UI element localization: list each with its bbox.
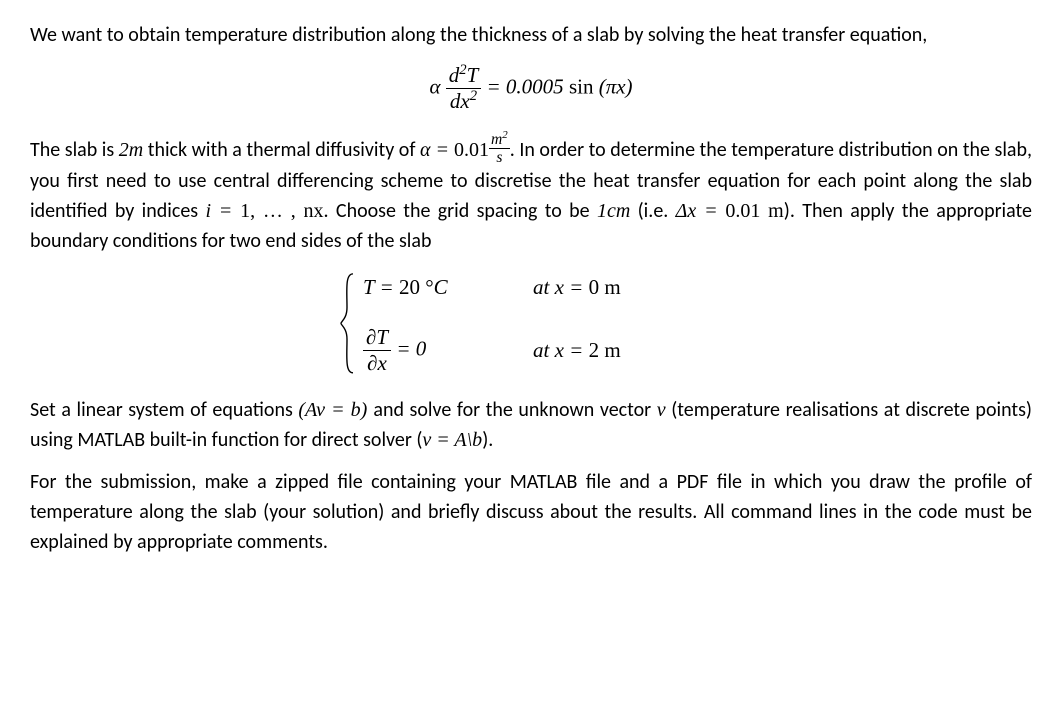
- 1cm: 1cm: [597, 200, 630, 222]
- s: s: [489, 149, 510, 166]
- equals-rhs: = 0.0005: [487, 74, 569, 98]
- alpha-val: 0.01: [454, 139, 489, 161]
- bc1-left: T = 20 °C: [363, 272, 533, 304]
- bc2-right: at x = 2 m: [533, 335, 723, 367]
- eq-zero: = 0: [391, 336, 426, 360]
- Av-b: (Av = b): [298, 399, 373, 421]
- paragraph-submission: For the submission, make a zipped file c…: [30, 467, 1032, 557]
- 2m: 2m: [119, 139, 143, 161]
- bc-row-1: T = 20 °C at x = 0 m: [363, 272, 723, 304]
- bc1-xval: 0 m: [589, 275, 621, 299]
- i-range: 1, … , nx: [240, 200, 323, 222]
- bc-rows: T = 20 °C at x = 0 m ∂T ∂x = 0 at x = 2 …: [363, 272, 723, 375]
- at-x: at x =: [533, 338, 589, 362]
- fraction-dT-dx: ∂T ∂x: [363, 326, 391, 375]
- dT: ∂T: [363, 326, 391, 351]
- i-eq: i =: [205, 200, 240, 222]
- fraction-d2t-dx2: d2T dx2: [446, 64, 482, 113]
- text: For the submission, make a zipped file c…: [30, 470, 1032, 554]
- bc2-xval: 2 m: [589, 338, 621, 362]
- text: thick with a thermal diffusivity of: [143, 138, 420, 162]
- text: The slab is: [30, 138, 119, 162]
- x: x: [460, 89, 469, 113]
- paragraph-setup: The slab is 2m thick with a thermal diff…: [30, 131, 1032, 256]
- T-eq: T =: [363, 275, 399, 299]
- bc2-left: ∂T ∂x = 0: [363, 326, 533, 375]
- text: (i.e.: [630, 199, 675, 223]
- alpha: α: [429, 74, 440, 98]
- v: v: [657, 399, 666, 421]
- bc-row-2: ∂T ∂x = 0 at x = 2 m: [363, 326, 723, 375]
- text: ).: [482, 428, 493, 452]
- text: We want to obtain temperature distributi…: [30, 23, 927, 47]
- text: and solve for the unknown vector: [373, 398, 656, 422]
- m: m: [491, 131, 502, 148]
- paragraph-intro: We want to obtain temperature distributi…: [30, 20, 1032, 50]
- dx-val: 0.01 m: [725, 200, 783, 222]
- equation-heat: α d2T dx2 = 0.0005 sin (πx): [30, 64, 1032, 113]
- at-x: at x =: [533, 275, 589, 299]
- left-brace-icon: [339, 272, 357, 375]
- arg: (πx): [593, 74, 632, 98]
- C: C: [434, 275, 448, 299]
- dx: ∂x: [363, 351, 391, 375]
- bc1-right: at x = 0 m: [533, 272, 723, 304]
- fraction-m2-s: m2 s: [489, 131, 510, 166]
- sin: sin: [569, 74, 594, 98]
- boundary-conditions: T = 20 °C at x = 0 m ∂T ∂x = 0 at x = 2 …: [30, 272, 1032, 375]
- sup2: 2: [459, 62, 466, 78]
- dx-eq: Δx =: [676, 200, 726, 222]
- sup2: 2: [470, 88, 477, 104]
- bc1-val: 20 °: [399, 275, 434, 299]
- v-eq-Ab: v = A\b: [422, 429, 482, 451]
- sup2: 2: [502, 129, 507, 141]
- T: T: [467, 63, 479, 87]
- text: . Choose the grid spacing to be: [324, 199, 597, 223]
- d: d: [450, 89, 461, 113]
- text: Set a linear system of equations: [30, 398, 298, 422]
- alpha-eq: α =: [420, 139, 454, 161]
- d: d: [449, 63, 460, 87]
- paragraph-linear-system: Set a linear system of equations (Av = b…: [30, 395, 1032, 455]
